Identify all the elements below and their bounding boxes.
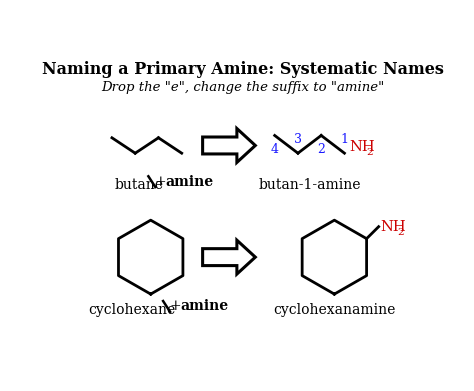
Polygon shape xyxy=(202,129,255,162)
Text: cyclohexane: cyclohexane xyxy=(89,303,176,317)
Text: amine: amine xyxy=(180,300,228,314)
Text: 3: 3 xyxy=(294,133,302,146)
Text: NH: NH xyxy=(349,140,375,154)
Text: 2: 2 xyxy=(397,228,404,237)
Text: +: + xyxy=(155,175,171,189)
Text: Naming a Primary Amine: Systematic Names: Naming a Primary Amine: Systematic Names xyxy=(42,61,444,78)
Text: +: + xyxy=(170,300,186,314)
Text: 4: 4 xyxy=(271,143,279,156)
Text: 1: 1 xyxy=(340,133,348,146)
Text: 2: 2 xyxy=(366,148,373,157)
Text: NH: NH xyxy=(380,220,406,234)
Polygon shape xyxy=(202,240,255,274)
Text: butane: butane xyxy=(115,178,164,192)
Text: butan-1-amine: butan-1-amine xyxy=(258,178,361,192)
Text: cyclohexanamine: cyclohexanamine xyxy=(273,303,396,317)
Text: amine: amine xyxy=(165,175,214,189)
Text: 2: 2 xyxy=(317,143,325,156)
Text: Drop the "e", change the suffix to "amine": Drop the "e", change the suffix to "amin… xyxy=(101,81,384,94)
